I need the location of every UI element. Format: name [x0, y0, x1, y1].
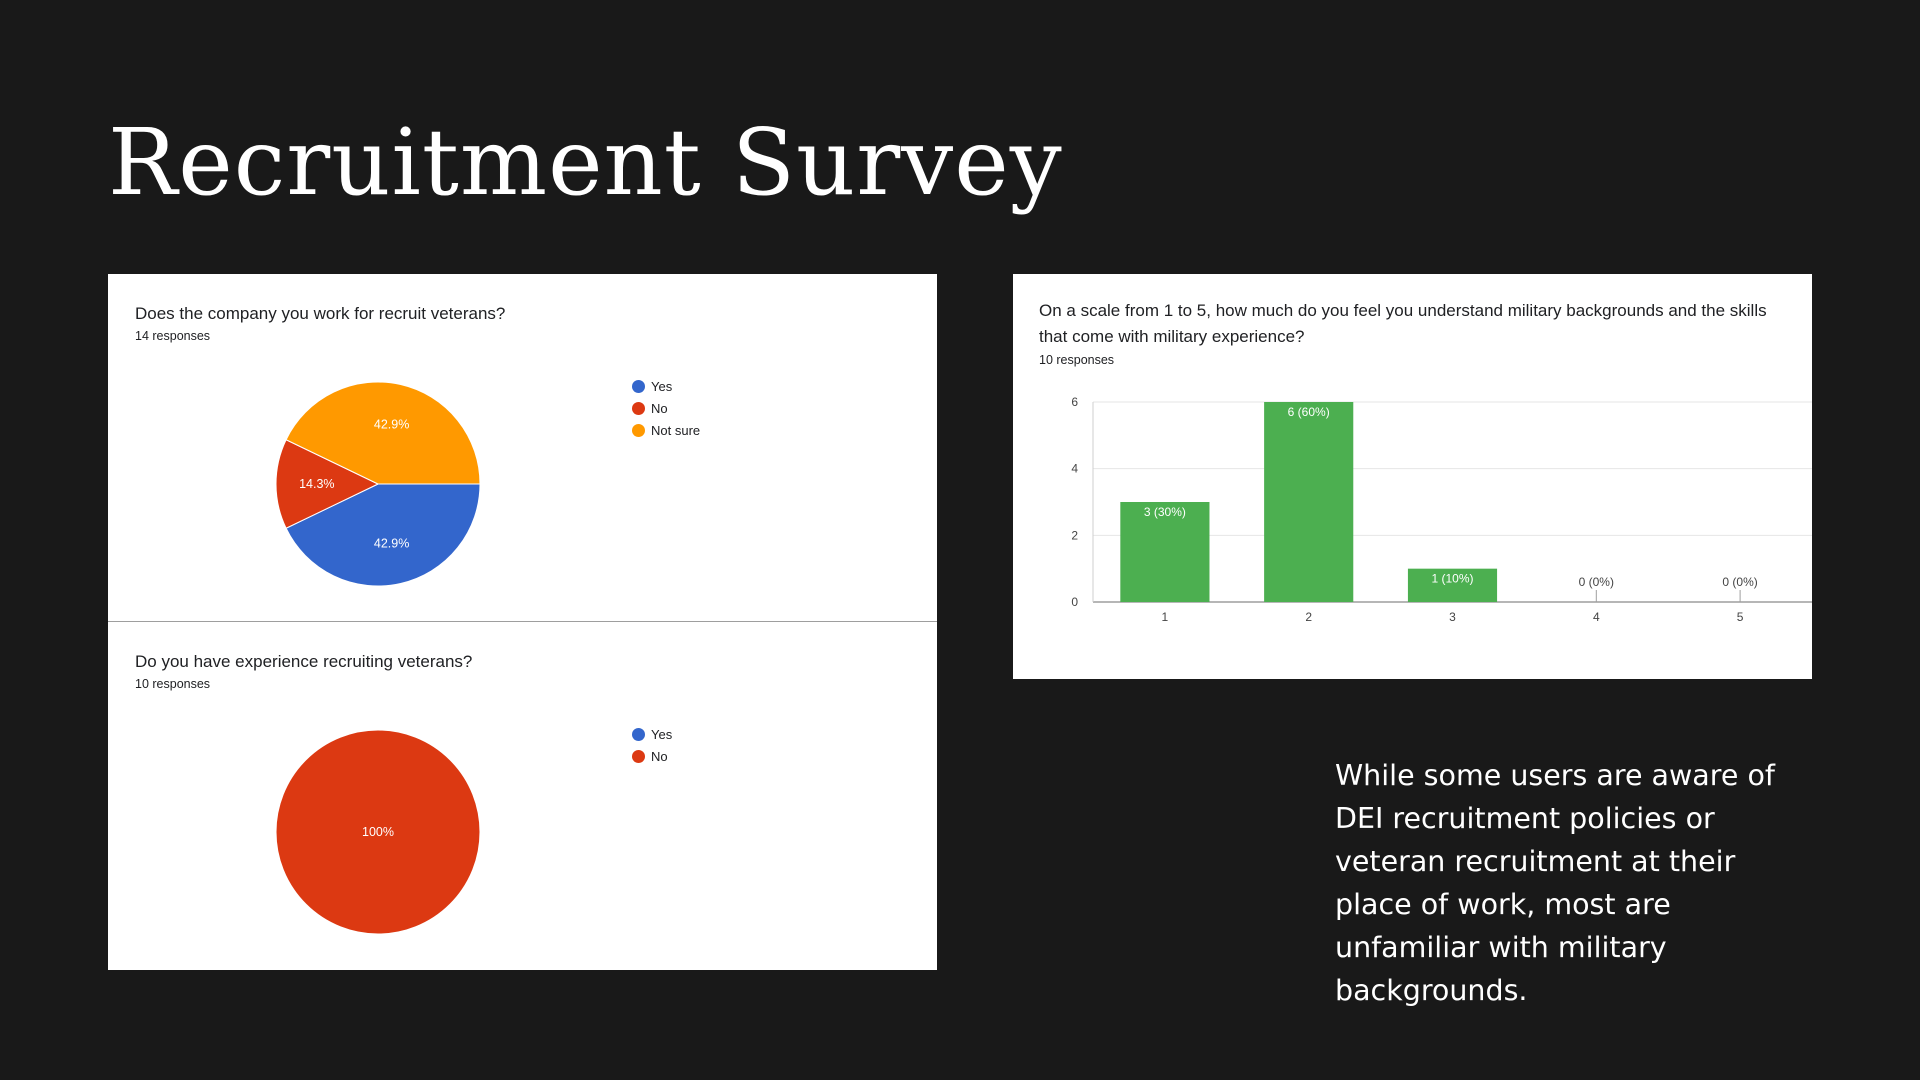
- pie1-response-count: 14 responses: [135, 329, 211, 343]
- pie-data-label: 14.3%: [299, 477, 334, 491]
- legend-item: No: [632, 397, 700, 419]
- legend-label: Yes: [651, 378, 673, 394]
- pie-slice-not-sure: [285, 381, 481, 485]
- pie-slice-yes: [285, 483, 481, 587]
- legend-swatch: [632, 423, 645, 437]
- legend-label: No: [651, 748, 668, 764]
- pie2-chart: 100%: [275, 729, 481, 935]
- panel-divider: [108, 621, 937, 622]
- legend-item: Not sure: [632, 419, 700, 441]
- legend-label: Yes: [651, 726, 673, 742]
- y-tick-label: 6: [1071, 395, 1078, 409]
- x-tick-label: 3: [1449, 610, 1456, 624]
- bar-data-label: 6 (60%): [1288, 405, 1330, 419]
- pie2-response-count: 10 responses: [135, 677, 211, 691]
- pie-charts-panel: Does the company you work for recruit ve…: [108, 274, 937, 970]
- pie1-legend: Yes No Not sure: [632, 375, 700, 441]
- legend-item: Yes: [632, 723, 672, 745]
- bar-chart: 0 2 4 6 3 (30%) 1 6 (60%) 2 1 (10%) 3 0 (0%) 4 0 (0%…: [1071, 395, 1812, 624]
- legend-label: Not sure: [651, 422, 701, 438]
- bar-1: [1120, 502, 1210, 602]
- legend-item: Yes: [632, 375, 700, 397]
- x-tick-label: 5: [1737, 610, 1744, 624]
- pie-slice-no: [275, 439, 380, 529]
- legend-swatch: [632, 401, 645, 415]
- pie1-title: Does the company you work for recruit ve…: [135, 304, 506, 323]
- summary-text: While some users are aware of DEI recrui…: [1335, 759, 1775, 1007]
- pie-data-label: 42.9%: [374, 417, 409, 431]
- bar-chart-panel: On a scale from 1 to 5, how much do you …: [1013, 274, 1812, 679]
- bar-data-label: 0 (0%): [1722, 575, 1757, 589]
- bar-response-count: 10 responses: [1039, 353, 1115, 367]
- bar-data-label: 1 (10%): [1431, 572, 1473, 586]
- x-tick-label: 4: [1593, 610, 1600, 624]
- bar-title: On a scale from 1 to 5, how much do you …: [1039, 301, 1767, 346]
- y-tick-label: 2: [1071, 528, 1078, 542]
- pie-data-label: 42.9%: [374, 537, 409, 551]
- x-tick-label: 1: [1162, 610, 1169, 624]
- legend-swatch: [632, 749, 645, 763]
- pie1-chart: 42.9% 14.3% 42.9%: [275, 381, 481, 587]
- pie-slice-no: [275, 729, 481, 935]
- y-tick-label: 0: [1071, 595, 1078, 609]
- bar-2: [1264, 402, 1354, 602]
- legend-swatch: [632, 379, 645, 393]
- legend-label: No: [651, 400, 668, 416]
- pie2-title: Do you have experience recruiting vetera…: [135, 652, 473, 671]
- pie-data-label: 100%: [362, 825, 394, 839]
- slide-title: Recruitment Survey: [108, 109, 1063, 216]
- x-tick-label: 2: [1305, 610, 1312, 624]
- y-tick-label: 4: [1071, 462, 1078, 476]
- bar-data-label: 0 (0%): [1579, 575, 1614, 589]
- legend-swatch: [632, 727, 645, 741]
- pie2-legend: Yes No: [632, 723, 672, 767]
- bar-3: [1407, 568, 1498, 602]
- bar-data-label: 3 (30%): [1144, 505, 1186, 519]
- legend-item: No: [632, 745, 672, 767]
